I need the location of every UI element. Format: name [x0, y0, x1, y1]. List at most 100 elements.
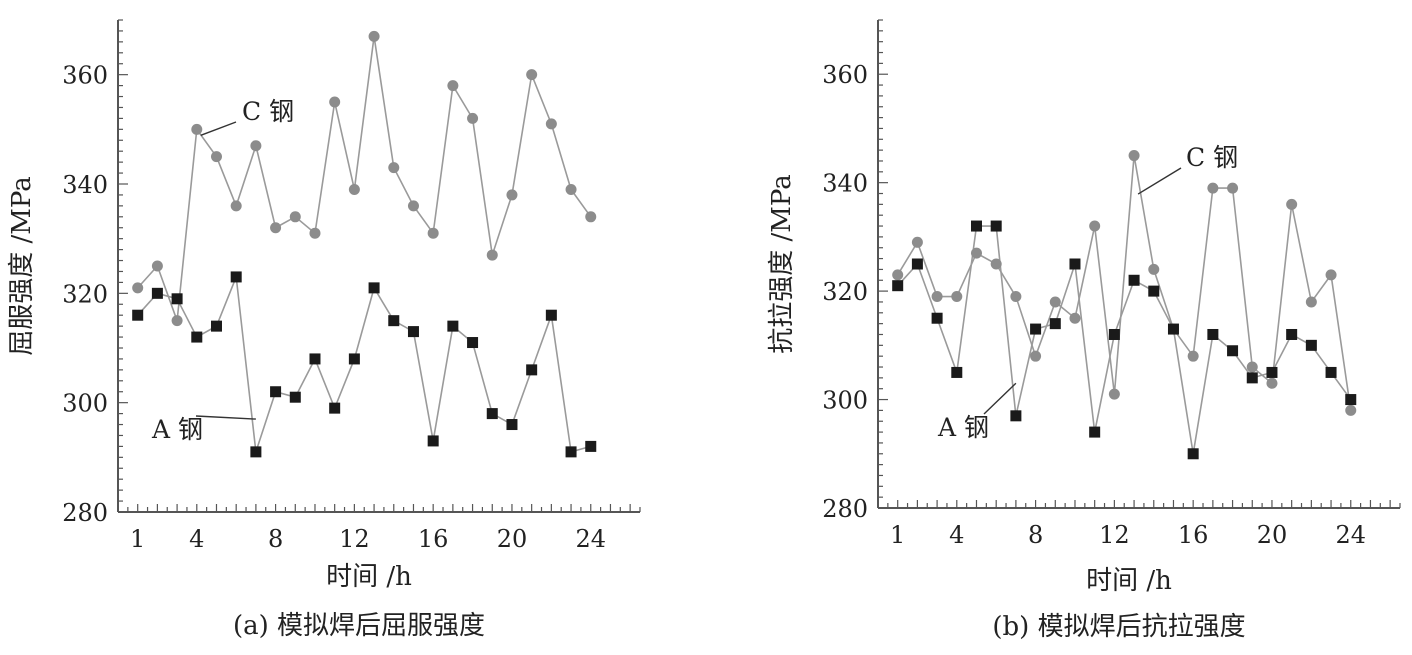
data-point-a-steel — [911, 258, 923, 270]
y-tick-label: 340 — [62, 171, 108, 199]
series-line-c-steel — [897, 155, 1352, 411]
data-point-a-steel — [191, 331, 203, 343]
data-point-c-steel — [486, 249, 498, 261]
data-point-c-steel — [447, 80, 459, 92]
data-point-a-steel — [368, 282, 380, 294]
data-point-a-steel — [585, 440, 597, 452]
data-point-c-steel — [565, 183, 577, 195]
data-point-c-steel — [427, 227, 439, 239]
data-point-c-steel — [585, 211, 597, 223]
x-tick-label: 12 — [1099, 521, 1130, 549]
annotation-leader-a-steel — [983, 382, 1017, 415]
data-point-a-steel — [348, 353, 360, 365]
data-point-c-steel — [329, 96, 341, 108]
data-point-c-steel — [171, 315, 183, 327]
y-axis-label: 屈服强度 /MPa — [7, 176, 37, 355]
data-point-c-steel — [1010, 291, 1022, 303]
data-point-c-steel — [1148, 263, 1160, 275]
data-point-c-steel — [348, 183, 360, 195]
x-axis-label: 时间 /h — [1086, 566, 1172, 596]
data-point-a-steel — [467, 337, 479, 349]
data-point-a-steel — [230, 271, 242, 283]
data-point-c-steel — [1049, 296, 1061, 308]
x-tick-label: 1 — [130, 525, 145, 553]
y-tick-label: 300 — [62, 390, 108, 418]
data-point-c-steel — [151, 260, 163, 272]
data-point-c-steel — [911, 236, 923, 248]
data-point-c-steel — [309, 227, 321, 239]
data-point-c-steel — [931, 291, 943, 303]
data-point-a-steel — [270, 386, 282, 398]
data-point-c-steel — [368, 30, 380, 42]
y-tick-label: 280 — [62, 499, 108, 527]
y-axis-label: 抗拉强度 /MPa — [767, 174, 797, 353]
annotation-leader-c-steel — [1137, 167, 1182, 195]
data-point-c-steel — [270, 222, 282, 234]
x-tick-label: 20 — [497, 525, 528, 553]
y-tick-label: 340 — [822, 170, 868, 198]
data-point-c-steel — [467, 112, 479, 124]
series-line-c-steel — [137, 36, 592, 321]
data-point-a-steel — [1167, 323, 1179, 335]
data-point-a-steel — [309, 353, 321, 365]
data-point-c-steel — [230, 200, 242, 212]
x-tick-label: 24 — [1335, 521, 1366, 549]
annotation-leader-c-steel — [200, 121, 237, 136]
x-tick-label: 16 — [418, 525, 449, 553]
data-point-c-steel — [1069, 312, 1081, 324]
data-point-c-steel — [1030, 350, 1042, 362]
x-tick-label: 8 — [1028, 521, 1043, 549]
data-point-c-steel — [250, 140, 262, 152]
data-point-a-steel — [526, 364, 538, 376]
x-tick-label: 4 — [189, 525, 204, 553]
data-point-c-steel — [1227, 182, 1239, 194]
data-point-a-steel — [951, 366, 963, 378]
data-point-c-steel — [892, 269, 904, 281]
data-point-a-steel — [931, 312, 943, 324]
data-point-a-steel — [1148, 285, 1160, 297]
data-point-a-steel — [1089, 426, 1101, 438]
y-tick-label: 320 — [62, 280, 108, 308]
y-tick-label: 300 — [822, 387, 868, 415]
data-point-c-steel — [1207, 182, 1219, 194]
x-tick-label: 20 — [1257, 521, 1288, 549]
data-point-a-steel — [990, 220, 1002, 232]
data-point-c-steel — [1345, 404, 1357, 416]
data-point-a-steel — [329, 402, 341, 414]
data-point-c-steel — [407, 200, 419, 212]
data-point-a-steel — [210, 320, 222, 332]
x-tick-label: 8 — [268, 525, 283, 553]
data-point-a-steel — [427, 435, 439, 447]
data-point-c-steel — [1246, 361, 1258, 373]
x-tick-label: 24 — [575, 525, 606, 553]
data-point-c-steel — [1108, 388, 1120, 400]
data-point-c-steel — [506, 189, 518, 201]
data-point-c-steel — [289, 211, 301, 223]
data-point-c-steel — [388, 162, 400, 174]
data-point-c-steel — [1187, 350, 1199, 362]
data-point-c-steel — [545, 118, 557, 130]
data-point-a-steel — [1049, 318, 1061, 330]
data-point-c-steel — [1089, 220, 1101, 232]
x-tick-label: 4 — [949, 521, 964, 549]
chart-caption: (a) 模拟焊后屈服强度 — [233, 611, 485, 641]
data-point-a-steel — [1305, 339, 1317, 351]
x-axis-label: 时间 /h — [326, 562, 412, 592]
annotation-label-a-steel: A 钢 — [151, 415, 203, 444]
data-point-a-steel — [1246, 372, 1258, 384]
annotation-label-a-steel: A 钢 — [937, 413, 989, 442]
annotation-leader-a-steel — [195, 415, 256, 420]
data-point-a-steel — [171, 293, 183, 305]
data-point-a-steel — [506, 419, 518, 431]
data-point-a-steel — [1325, 366, 1337, 378]
x-tick-label: 1 — [890, 521, 905, 549]
data-point-c-steel — [990, 258, 1002, 270]
data-point-c-steel — [191, 123, 203, 135]
data-point-c-steel — [1305, 296, 1317, 308]
data-point-a-steel — [970, 220, 982, 232]
data-point-a-steel — [1207, 328, 1219, 340]
x-tick-label: 16 — [1178, 521, 1209, 549]
annotation-label-c-steel: C 钢 — [242, 97, 294, 126]
data-point-c-steel — [1266, 377, 1278, 389]
